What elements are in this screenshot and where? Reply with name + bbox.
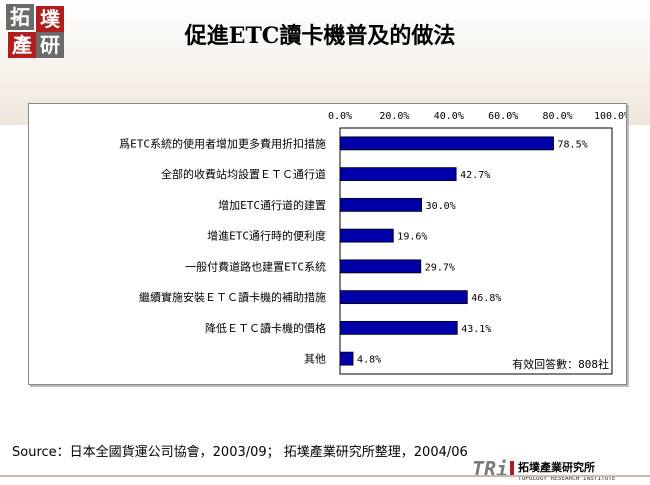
brand-name-en: TOPOLOGY RESEARCH INSTITUTE [518, 475, 616, 482]
category-label: 增加ETC通行道的建置 [218, 198, 326, 212]
bar-value-label: 78.5% [558, 139, 588, 150]
logo-char: 墣 [36, 6, 64, 32]
bar-value-label: 19.6% [397, 232, 427, 243]
bar [339, 197, 422, 212]
x-tick-label: 80.0% [543, 111, 573, 122]
logo-char: 研 [36, 32, 64, 58]
category-label: 繼續實施安裝ＥＴＣ讀卡機的補助措施 [139, 290, 326, 304]
plot-area [339, 127, 613, 375]
brand-logo: TRi 拓墣產業研究所 TOPOLOGY RESEARCH INSTITUTE [472, 458, 616, 482]
x-tick-label: 100.0% [594, 111, 626, 122]
sample-size-annotation: 有效回答數：808社 [512, 357, 609, 371]
company-logo: 拓 墣 產 研 [6, 4, 66, 60]
category-label: 爲ETC系統的使用者增加更多費用折扣措施 [119, 136, 326, 150]
footer-line [0, 475, 650, 477]
source-note: Source：日本全國貨運公司協會，2003/09； 拓墣產業研究所整理，200… [12, 445, 468, 460]
category-label: 增進ETC通行時的便利度 [207, 229, 326, 243]
bar [339, 320, 458, 335]
bar-value-label: 42.7% [460, 170, 490, 181]
category-label: 全部的收費站均設置ＥＴＣ通行道 [161, 167, 326, 181]
bar-value-label: 4.8% [357, 355, 381, 366]
category-label: 其他 [304, 353, 326, 366]
bar-value-label: 30.0% [426, 201, 456, 212]
bar [339, 228, 394, 243]
bar-value-label: 43.1% [461, 324, 491, 335]
x-tick-label: 0.0% [328, 111, 352, 122]
brand-mark: TRi [472, 458, 508, 481]
bar [339, 167, 457, 182]
chart-panel: 0.0% 20.0% 40.0% 60.0% 80.0% 100.0% 78.5% 爲ETC… [28, 103, 630, 385]
x-tick-label: 20.0% [379, 111, 409, 122]
bar [339, 290, 468, 305]
bar [339, 259, 422, 274]
brand-name-cn: 拓墣產業研究所 [518, 460, 595, 474]
page-title: 促進ETC讀卡機普及的做法 [184, 23, 456, 49]
category-label: 降低ＥＴＣ讀卡機的價格 [205, 321, 326, 335]
bar [339, 136, 554, 151]
bar-value-label: 29.7% [425, 262, 455, 273]
brand-accent [510, 461, 514, 477]
x-tick-label: 60.0% [488, 111, 518, 122]
category-label: 一般付費道路也建置ETC系統 [185, 259, 326, 273]
bar-chart: 0.0% 20.0% 40.0% 60.0% 80.0% 100.0% 78.5% 爲ETC… [119, 111, 630, 375]
logo-char: 產 [8, 32, 36, 58]
logo-char: 拓 [6, 4, 34, 30]
x-tick-label: 40.0% [434, 111, 464, 122]
bar [339, 351, 354, 366]
bar-value-label: 46.8% [471, 293, 501, 304]
